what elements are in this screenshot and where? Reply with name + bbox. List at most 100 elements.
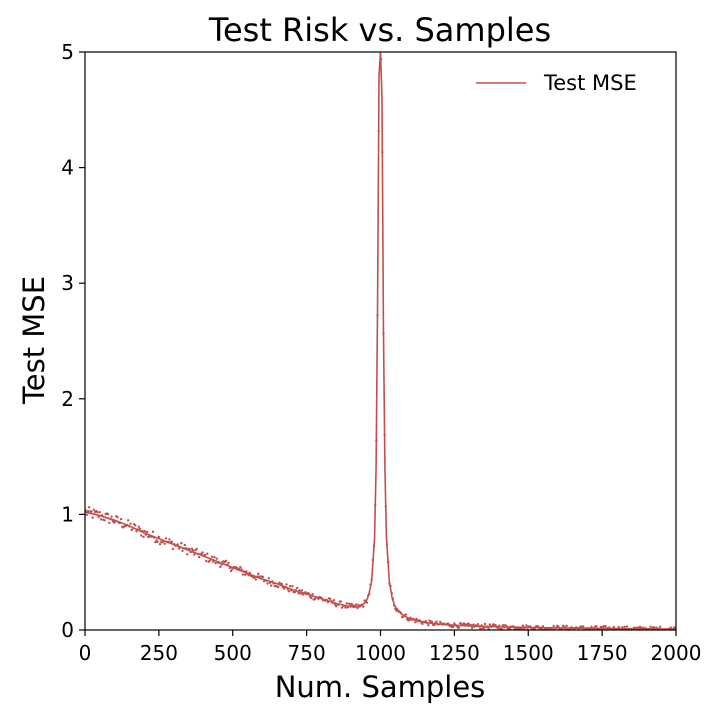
data-point	[139, 534, 143, 537]
data-point	[295, 586, 299, 590]
data-point	[582, 625, 585, 628]
data-point	[277, 585, 280, 589]
data-point	[339, 600, 343, 603]
data-point	[138, 527, 142, 531]
data-point	[97, 515, 100, 519]
data-point	[119, 517, 123, 521]
x-axis-label: Num. Samples	[275, 670, 486, 704]
data-point	[267, 577, 271, 580]
y-tick-label: 5	[61, 40, 74, 64]
data-point	[658, 625, 662, 629]
data-point	[351, 603, 354, 607]
y-tick-label: 1	[61, 502, 74, 526]
data-point	[130, 528, 133, 532]
data-point	[186, 553, 189, 556]
y-tick-label: 4	[61, 156, 74, 180]
data-point	[457, 626, 461, 629]
data-point	[414, 621, 417, 624]
data-point	[239, 565, 242, 569]
data-point	[137, 525, 140, 528]
data-point	[347, 602, 351, 605]
data-point	[310, 596, 313, 600]
data-point	[479, 627, 482, 630]
data-point	[126, 519, 130, 522]
data-point	[311, 593, 314, 596]
data-point	[134, 524, 137, 527]
data-point	[85, 513, 88, 516]
data-point	[135, 530, 138, 533]
y-axis-label: Test MSE	[17, 276, 51, 405]
data-point	[163, 542, 166, 545]
data-point	[91, 516, 94, 519]
data-point	[116, 516, 119, 519]
data-point	[435, 620, 438, 623]
data-point	[313, 598, 317, 601]
data-point	[96, 511, 99, 514]
data-point	[355, 603, 358, 606]
x-tick-label: 250	[140, 641, 178, 665]
y-tick-label: 3	[61, 271, 74, 295]
data-point	[183, 543, 187, 547]
data-point	[204, 559, 208, 563]
data-point	[197, 556, 201, 559]
data-point	[453, 622, 456, 625]
legend: Test MSE	[476, 71, 637, 95]
data-point	[155, 539, 158, 542]
data-point	[652, 626, 656, 629]
data-point	[110, 515, 113, 518]
data-point	[297, 592, 300, 595]
data-point	[254, 578, 257, 581]
data-point	[332, 599, 336, 602]
data-point	[203, 553, 207, 557]
data-point	[404, 613, 408, 616]
data-point	[415, 617, 418, 621]
data-point	[288, 584, 292, 588]
data-point	[151, 530, 155, 534]
data-point	[595, 624, 598, 628]
data-point	[168, 538, 171, 541]
data-point	[90, 510, 93, 513]
data-point	[145, 530, 149, 534]
data-point	[649, 625, 652, 628]
scatter-points	[85, 57, 676, 630]
x-tick-label: 1250	[429, 641, 480, 665]
data-point	[334, 605, 338, 608]
data-point	[213, 556, 216, 559]
data-point	[300, 589, 304, 592]
data-point	[673, 626, 676, 629]
data-point	[488, 623, 492, 626]
data-point	[225, 559, 228, 562]
data-point	[180, 541, 183, 545]
data-point	[430, 620, 434, 624]
data-point	[215, 557, 218, 560]
data-point	[521, 624, 525, 627]
data-point	[129, 522, 132, 525]
data-point	[291, 585, 294, 588]
data-point	[170, 540, 174, 544]
data-point	[269, 584, 273, 587]
data-point	[329, 597, 332, 601]
data-point	[206, 552, 209, 555]
data-point	[344, 606, 347, 609]
data-point	[285, 583, 288, 586]
data-point	[552, 624, 555, 628]
x-tick-label: 750	[288, 641, 326, 665]
data-point	[625, 625, 629, 628]
data-point	[617, 625, 620, 629]
data-point	[261, 575, 265, 579]
data-point	[266, 582, 269, 585]
data-point	[433, 623, 436, 627]
data-point	[243, 573, 247, 576]
data-point	[427, 624, 430, 627]
data-point	[241, 573, 244, 576]
x-tick-label: 500	[214, 641, 252, 665]
data-point	[467, 622, 470, 625]
data-point	[201, 551, 204, 554]
y-tick-label: 0	[61, 618, 74, 642]
data-point	[623, 625, 626, 629]
data-point	[256, 572, 260, 576]
data-point	[421, 622, 424, 626]
series-line-test-mse	[85, 52, 676, 630]
data-point	[92, 508, 96, 511]
